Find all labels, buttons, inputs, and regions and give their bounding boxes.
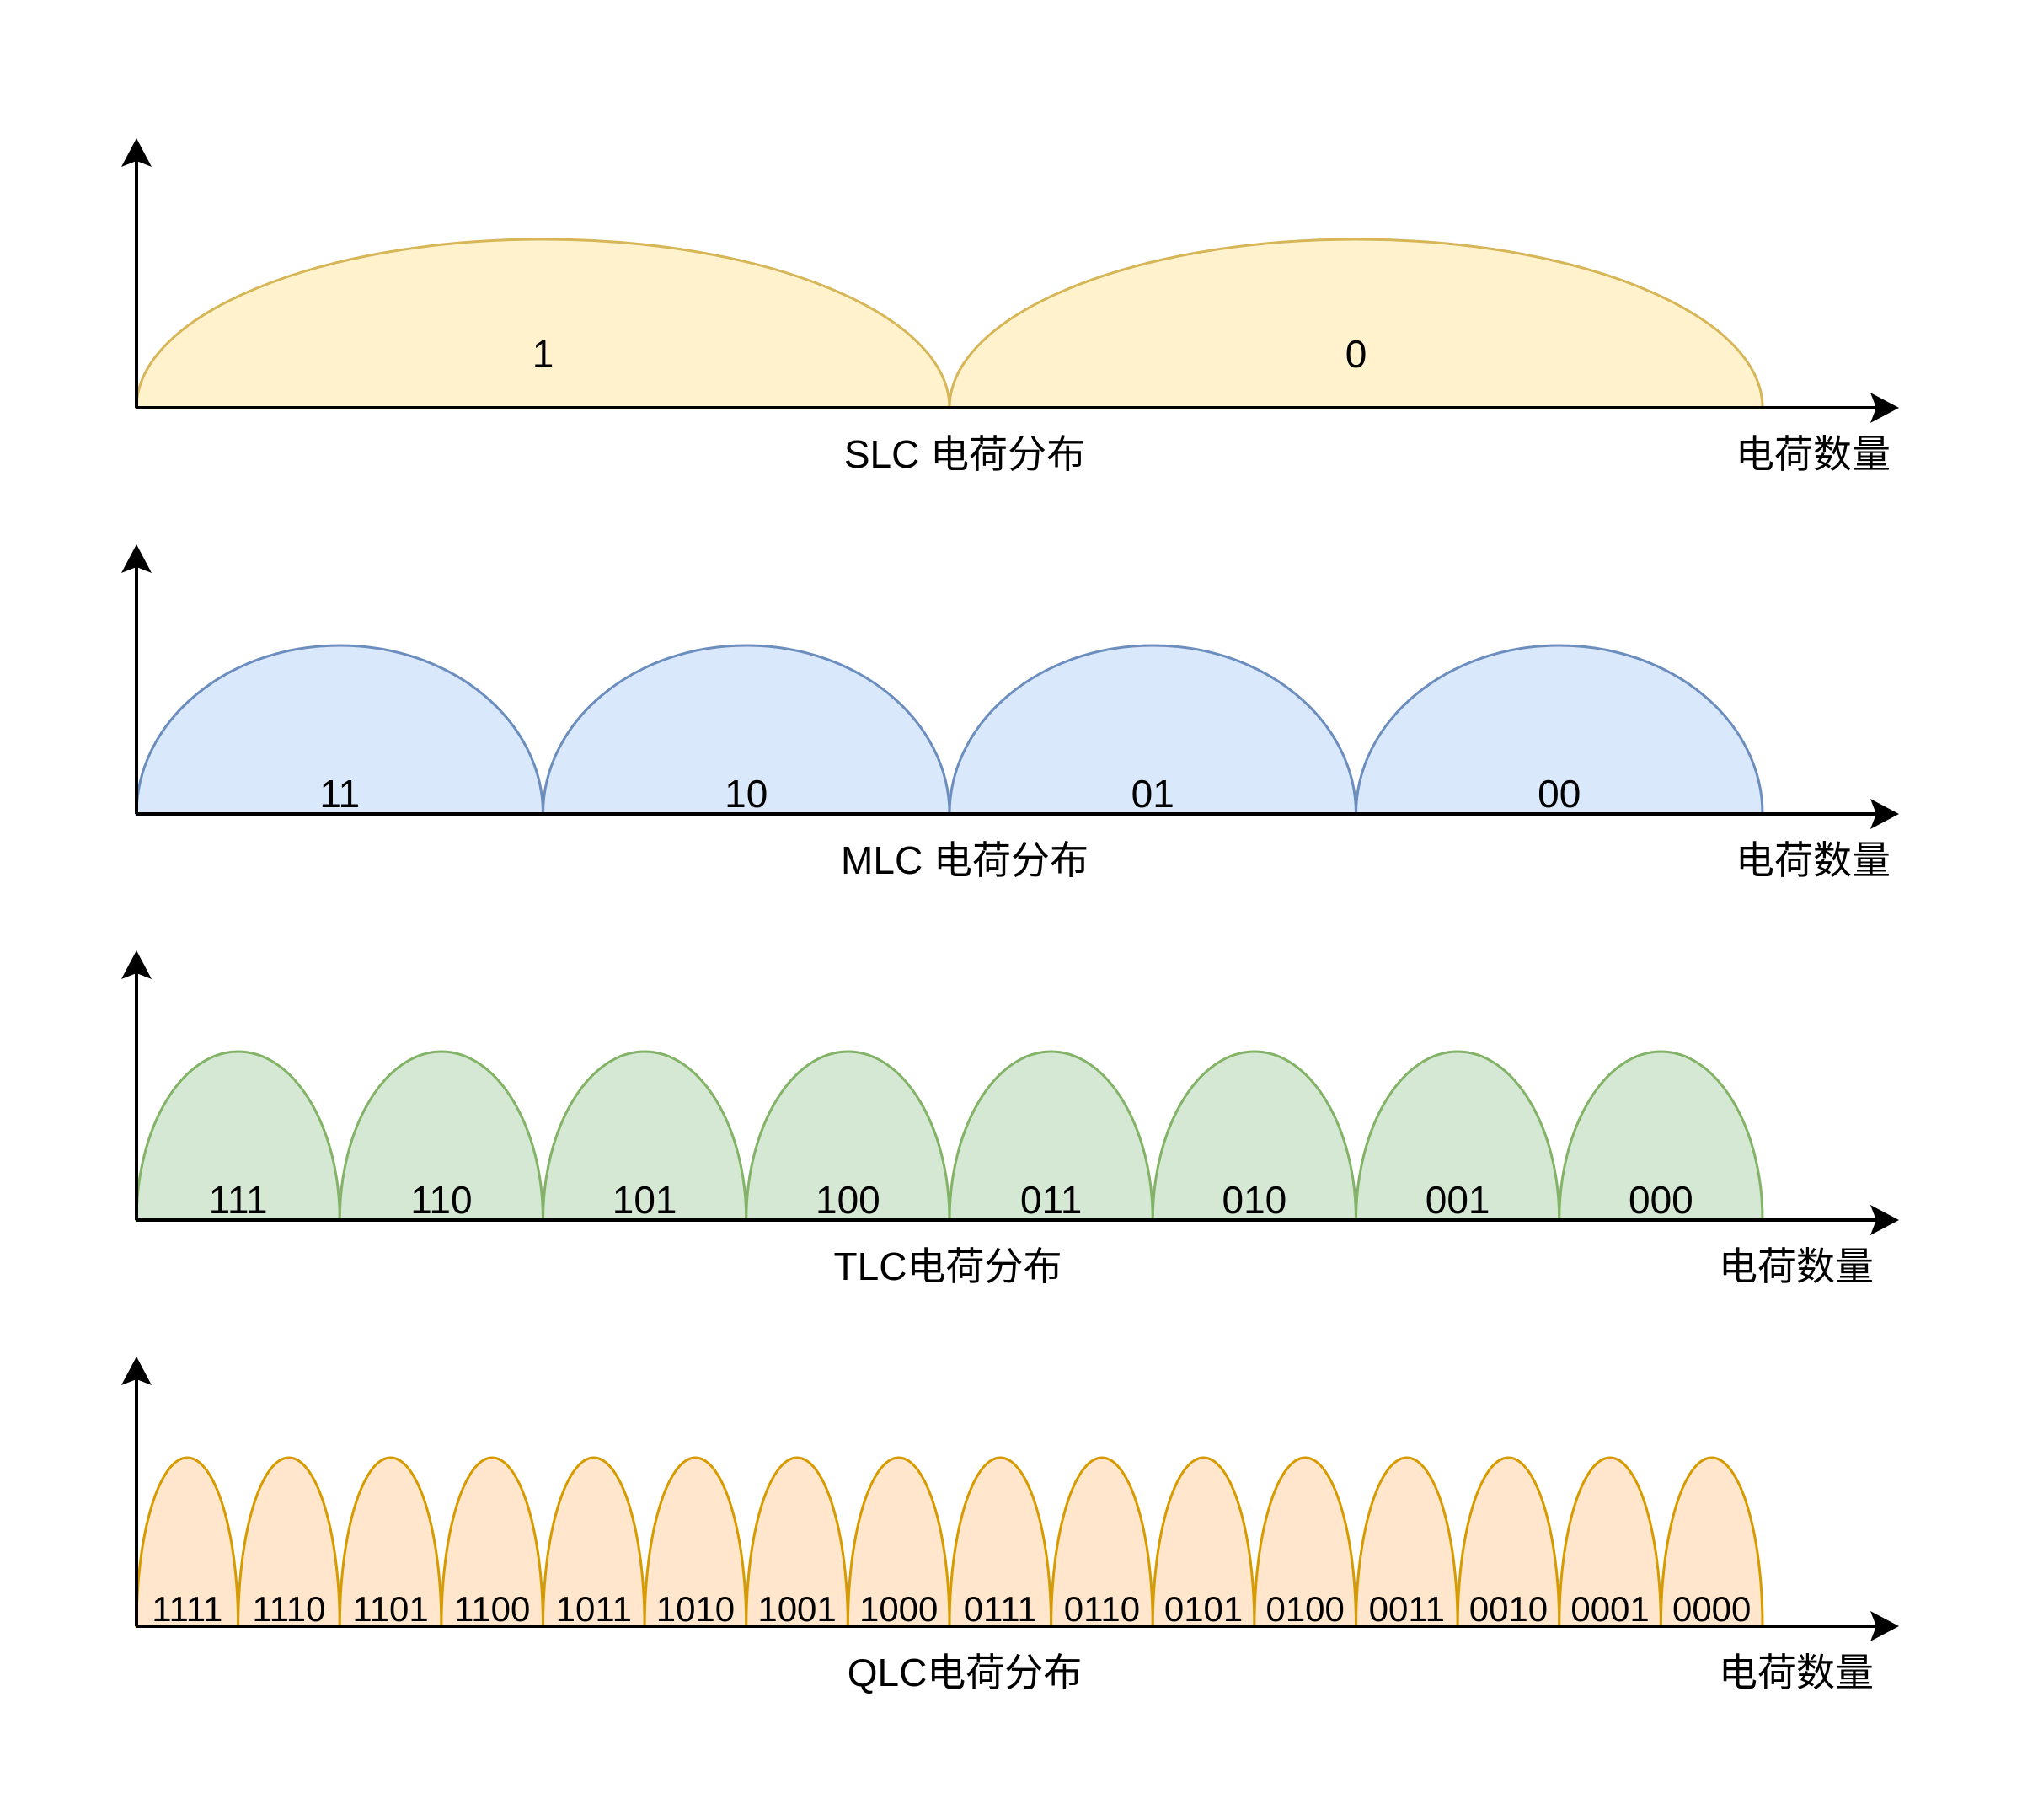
qlc-state-label: 1011 <box>556 1589 632 1629</box>
qlc-x-axis-label: 电荷数量 <box>1719 1651 1874 1694</box>
slc-state-label: 0 <box>1345 332 1367 376</box>
qlc-state-label: 0110 <box>1064 1589 1140 1629</box>
tlc-state-label: 000 <box>1629 1178 1693 1222</box>
tlc-state-lobe-010 <box>1151 1050 1358 1222</box>
tlc-state-label: 011 <box>1020 1178 1082 1222</box>
qlc-x-axis-arrowhead <box>1870 1611 1899 1641</box>
qlc-state-lobe-0011 <box>1354 1456 1459 1628</box>
qlc-state-lobe-0111 <box>948 1456 1053 1628</box>
mlc-state-label: 00 <box>1538 772 1581 816</box>
qlc-state-lobe-0000 <box>1659 1456 1764 1628</box>
qlc-state-lobe-1001 <box>745 1456 849 1628</box>
qlc-state-label: 1000 <box>859 1589 938 1629</box>
qlc-state-label: 0010 <box>1469 1589 1548 1629</box>
mlc-state-lobe-10 <box>541 644 951 816</box>
qlc-state-lobe-1101 <box>338 1456 443 1628</box>
tlc-panel: 111 110 101 100 011 010 001 000 TLC电荷分布 电荷数量 <box>121 950 1899 1288</box>
qlc-y-axis-arrowhead <box>121 1357 152 1385</box>
tlc-y-axis-arrowhead <box>121 950 152 979</box>
tlc-state-label: 100 <box>816 1178 880 1222</box>
tlc-state-label: 001 <box>1426 1178 1490 1222</box>
mlc-lobes: 11 10 01 00 <box>135 644 1764 816</box>
qlc-state-lobe-0010 <box>1456 1456 1561 1628</box>
qlc-state-lobe-1011 <box>541 1456 646 1628</box>
qlc-state-lobe-1010 <box>643 1456 748 1628</box>
tlc-state-lobe-111 <box>135 1050 341 1222</box>
qlc-state-label: 0111 <box>964 1589 1037 1629</box>
mlc-state-label: 10 <box>725 772 768 816</box>
qlc-state-label: 1101 <box>352 1589 428 1629</box>
slc-y-axis-arrowhead <box>121 138 152 167</box>
mlc-state-lobe-01 <box>948 644 1358 816</box>
qlc-state-label: 0001 <box>1570 1589 1649 1629</box>
qlc-panel: 1111 1110 1101 1100 1011 1010 1001 1000 0111 0110… <box>121 1357 1899 1694</box>
slc-state-lobe-0 <box>948 238 1764 410</box>
tlc-state-lobe-100 <box>745 1050 951 1222</box>
tlc-state-lobe-001 <box>1354 1050 1561 1222</box>
qlc-state-lobe-0001 <box>1558 1456 1662 1628</box>
mlc-state-lobe-00 <box>1354 644 1764 816</box>
mlc-caption: MLC 电荷分布 <box>841 838 1089 882</box>
slc-x-axis-arrowhead <box>1870 393 1899 423</box>
tlc-state-lobe-011 <box>948 1050 1154 1222</box>
tlc-state-label: 101 <box>612 1178 677 1222</box>
tlc-state-label: 111 <box>209 1178 268 1222</box>
slc-state-label: 1 <box>532 332 554 376</box>
tlc-state-label: 110 <box>410 1178 472 1222</box>
qlc-state-label: 0101 <box>1164 1589 1243 1629</box>
mlc-x-axis-label: 电荷数量 <box>1736 838 1891 882</box>
mlc-y-axis-arrowhead <box>121 544 152 573</box>
qlc-state-label: 1010 <box>656 1589 735 1629</box>
qlc-caption: QLC电荷分布 <box>848 1651 1083 1694</box>
qlc-lobes: 1111 1110 1101 1100 1011 1010 1001 1000 0111 0110… <box>135 1456 1764 1629</box>
qlc-state-label: 0011 <box>1369 1589 1445 1629</box>
mlc-panel: 11 10 01 00 MLC 电荷分布 电荷数量 <box>121 544 1899 882</box>
tlc-state-lobe-000 <box>1558 1050 1764 1222</box>
mlc-x-axis-arrowhead <box>1870 799 1899 829</box>
mlc-state-lobe-11 <box>135 644 545 816</box>
tlc-x-axis-arrowhead <box>1870 1205 1899 1235</box>
slc-x-axis-label: 电荷数量 <box>1736 432 1891 476</box>
qlc-state-lobe-0110 <box>1050 1456 1154 1628</box>
qlc-state-label: 1100 <box>454 1589 530 1629</box>
slc-state-lobe-1 <box>135 238 951 410</box>
qlc-state-lobe-1000 <box>846 1456 951 1628</box>
tlc-state-lobe-101 <box>541 1050 748 1222</box>
mlc-state-label: 11 <box>319 772 360 816</box>
qlc-state-lobe-1100 <box>440 1456 545 1628</box>
qlc-state-lobe-0100 <box>1253 1456 1358 1628</box>
tlc-state-label: 010 <box>1222 1178 1287 1222</box>
qlc-state-lobe-0101 <box>1151 1456 1256 1628</box>
qlc-state-label: 0000 <box>1672 1589 1751 1629</box>
qlc-state-label: 1111 <box>152 1589 222 1629</box>
qlc-state-lobe-1110 <box>237 1456 341 1628</box>
slc-caption: SLC 电荷分布 <box>844 432 1085 476</box>
tlc-caption: TLC电荷分布 <box>834 1245 1062 1288</box>
qlc-state-lobe-1111 <box>135 1456 240 1628</box>
qlc-state-label: 0100 <box>1265 1589 1344 1629</box>
tlc-x-axis-label: 电荷数量 <box>1719 1245 1874 1288</box>
qlc-state-label: 1110 <box>252 1589 325 1629</box>
tlc-state-lobe-110 <box>338 1050 545 1222</box>
qlc-state-label: 1001 <box>757 1589 836 1629</box>
mlc-state-label: 01 <box>1131 772 1174 816</box>
tlc-lobes: 111 110 101 100 011 010 001 000 <box>135 1050 1764 1222</box>
